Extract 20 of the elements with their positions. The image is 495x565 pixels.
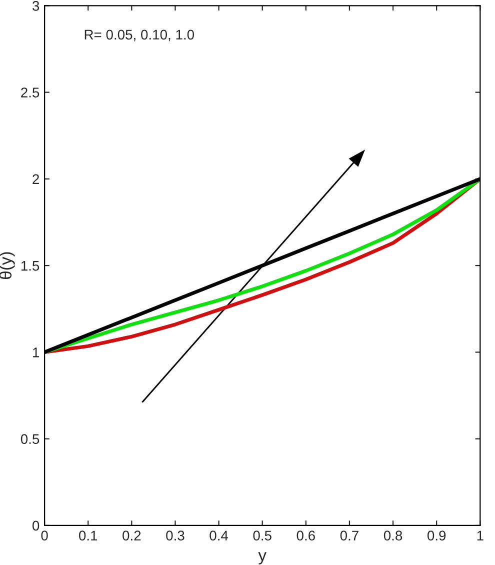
y-tick-label: 1.5 (21, 261, 40, 271)
x-tick-label: 0.6 (296, 530, 315, 541)
y-tick-label: 3 (32, 0, 40, 11)
x-tick-label: 0.2 (122, 530, 141, 541)
y-tick-label: 0 (32, 520, 40, 531)
x-tick-label: 0.4 (210, 530, 228, 541)
x-tick-label: 0.9 (427, 530, 446, 541)
y-tick-label: 2 (32, 174, 39, 184)
x-tick-label: 1 (477, 530, 484, 540)
y-tick-label: 0.5 (20, 434, 40, 444)
x-tick-label: 0.8 (384, 530, 402, 541)
x-tick-label: 0.7 (340, 530, 358, 541)
y-tick-label: 2.5 (21, 88, 40, 98)
y-tick-label: 1 (33, 348, 40, 358)
x-tick-label: 0 (41, 530, 48, 541)
annotation: R= 0.05, 0.10, 1.0 (84, 30, 194, 42)
x-tick-label: 0.5 (253, 530, 272, 541)
x-tick-label: 0.3 (166, 530, 184, 541)
x-axis-title: y (258, 552, 266, 564)
x-tick-label: 0.1 (79, 530, 98, 541)
